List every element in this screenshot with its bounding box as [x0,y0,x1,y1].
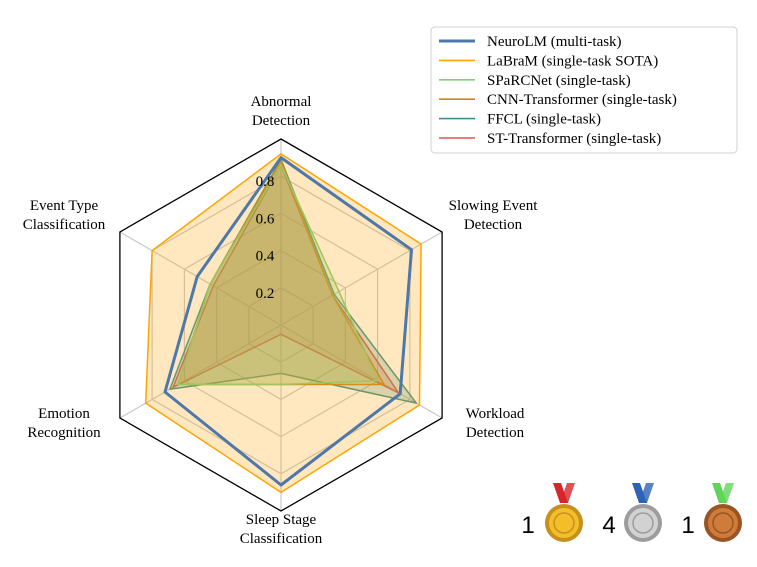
medal-tally: 1 4 1 [521,483,742,542]
legend-entry: ST-Transformer (single-task) [487,131,661,147]
silver-medal-icon [624,483,662,542]
series-polygon [177,164,379,386]
legend-entry: SPaRCNet (single-task) [487,73,631,89]
axis-label: Sleep Stage Classification [240,512,323,547]
grid-spoke [119,324,282,419]
medal-count: 1 [521,512,534,539]
radar-frame [119,138,443,512]
legend-entry: CNN-Transformer (single-task) [487,92,677,108]
radial-tick-label: 0.4 [256,249,275,265]
medal-count: 4 [602,512,615,539]
grid-spoke [280,231,443,326]
series-polygon [163,156,413,487]
radial-tick-label: 0.6 [256,211,275,227]
legend: NeuroLM (multi-task) LaBraM (single-task … [430,26,738,154]
axis-labels: Abnormal Detection Slowing Event Detection W… [23,94,538,547]
legend-frame [430,26,738,154]
legend-entry: LaBraM (single-task SOTA) [487,53,658,69]
radar-series [144,153,422,494]
legend-entry: FFCL (single-task) [487,112,601,128]
axis-label: Emotion Recognition [27,406,101,441]
axis-label: Abnormal Detection [251,94,312,129]
axis-label: Workload Detection [466,406,525,441]
axis-label: Slowing Event Detection [449,198,539,233]
series-polygon [144,153,422,494]
medal-count: 1 [681,512,694,539]
radial-tick-label: 0.8 [256,174,275,190]
legend-entry: NeuroLM (multi-task) [487,34,622,50]
radar-grid [119,138,443,512]
radial-tick-labels: 0.2 0.4 0.6 0.8 [256,174,275,302]
grid-spoke [119,231,282,326]
axis-label: Event Type Classification [23,198,106,233]
bronze-medal-icon [704,483,742,542]
radial-tick-label: 0.2 [256,286,275,302]
gold-medal-icon [545,483,583,542]
